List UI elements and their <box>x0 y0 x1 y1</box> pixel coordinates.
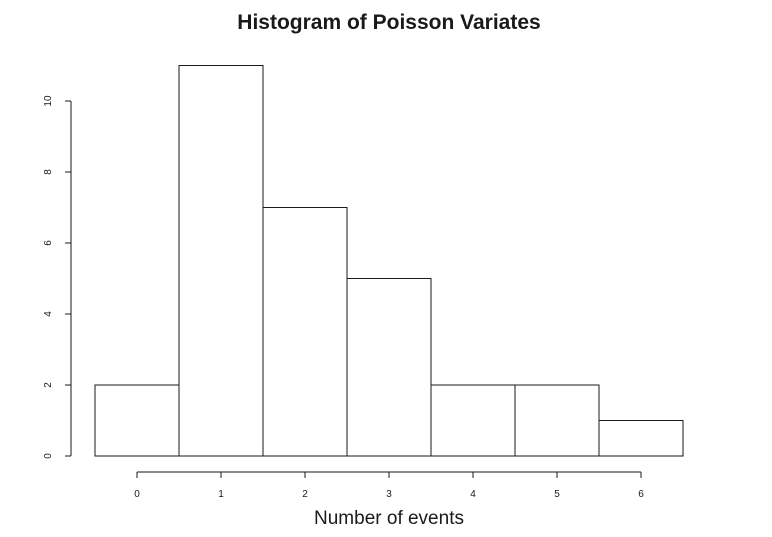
y-axis: 0 2 4 6 8 10 <box>43 95 72 459</box>
x-axis-label: Number of events <box>314 508 464 529</box>
x-tick-label-0: 0 <box>134 489 140 500</box>
bar-0 <box>94 384 180 457</box>
bar-6 <box>598 420 684 457</box>
bar-4 <box>430 384 516 457</box>
x-tick-label-6: 6 <box>638 489 644 500</box>
x-tick-label-1: 1 <box>218 489 224 500</box>
x-tick-label-4: 4 <box>470 489 476 500</box>
x-tick-label-3: 3 <box>386 489 392 500</box>
x-tick-label-2: 2 <box>302 489 308 500</box>
y-tick-label-0: 0 <box>43 453 54 459</box>
y-tick-label-6: 6 <box>43 240 54 246</box>
y-tick-label-2: 2 <box>43 382 54 388</box>
bar-3 <box>346 278 432 457</box>
x-axis: 0 1 2 3 4 5 6 <box>134 471 644 500</box>
chart-title: Histogram of Poisson Variates <box>237 11 540 34</box>
bar-5 <box>514 384 600 457</box>
y-tick-label-10: 10 <box>43 95 54 107</box>
x-tick-label-5: 5 <box>554 489 560 500</box>
y-tick-label-4: 4 <box>43 311 54 317</box>
y-tick-label-8: 8 <box>43 169 54 175</box>
bar-1 <box>178 65 264 457</box>
bars <box>94 65 684 457</box>
bar-2 <box>262 207 348 457</box>
